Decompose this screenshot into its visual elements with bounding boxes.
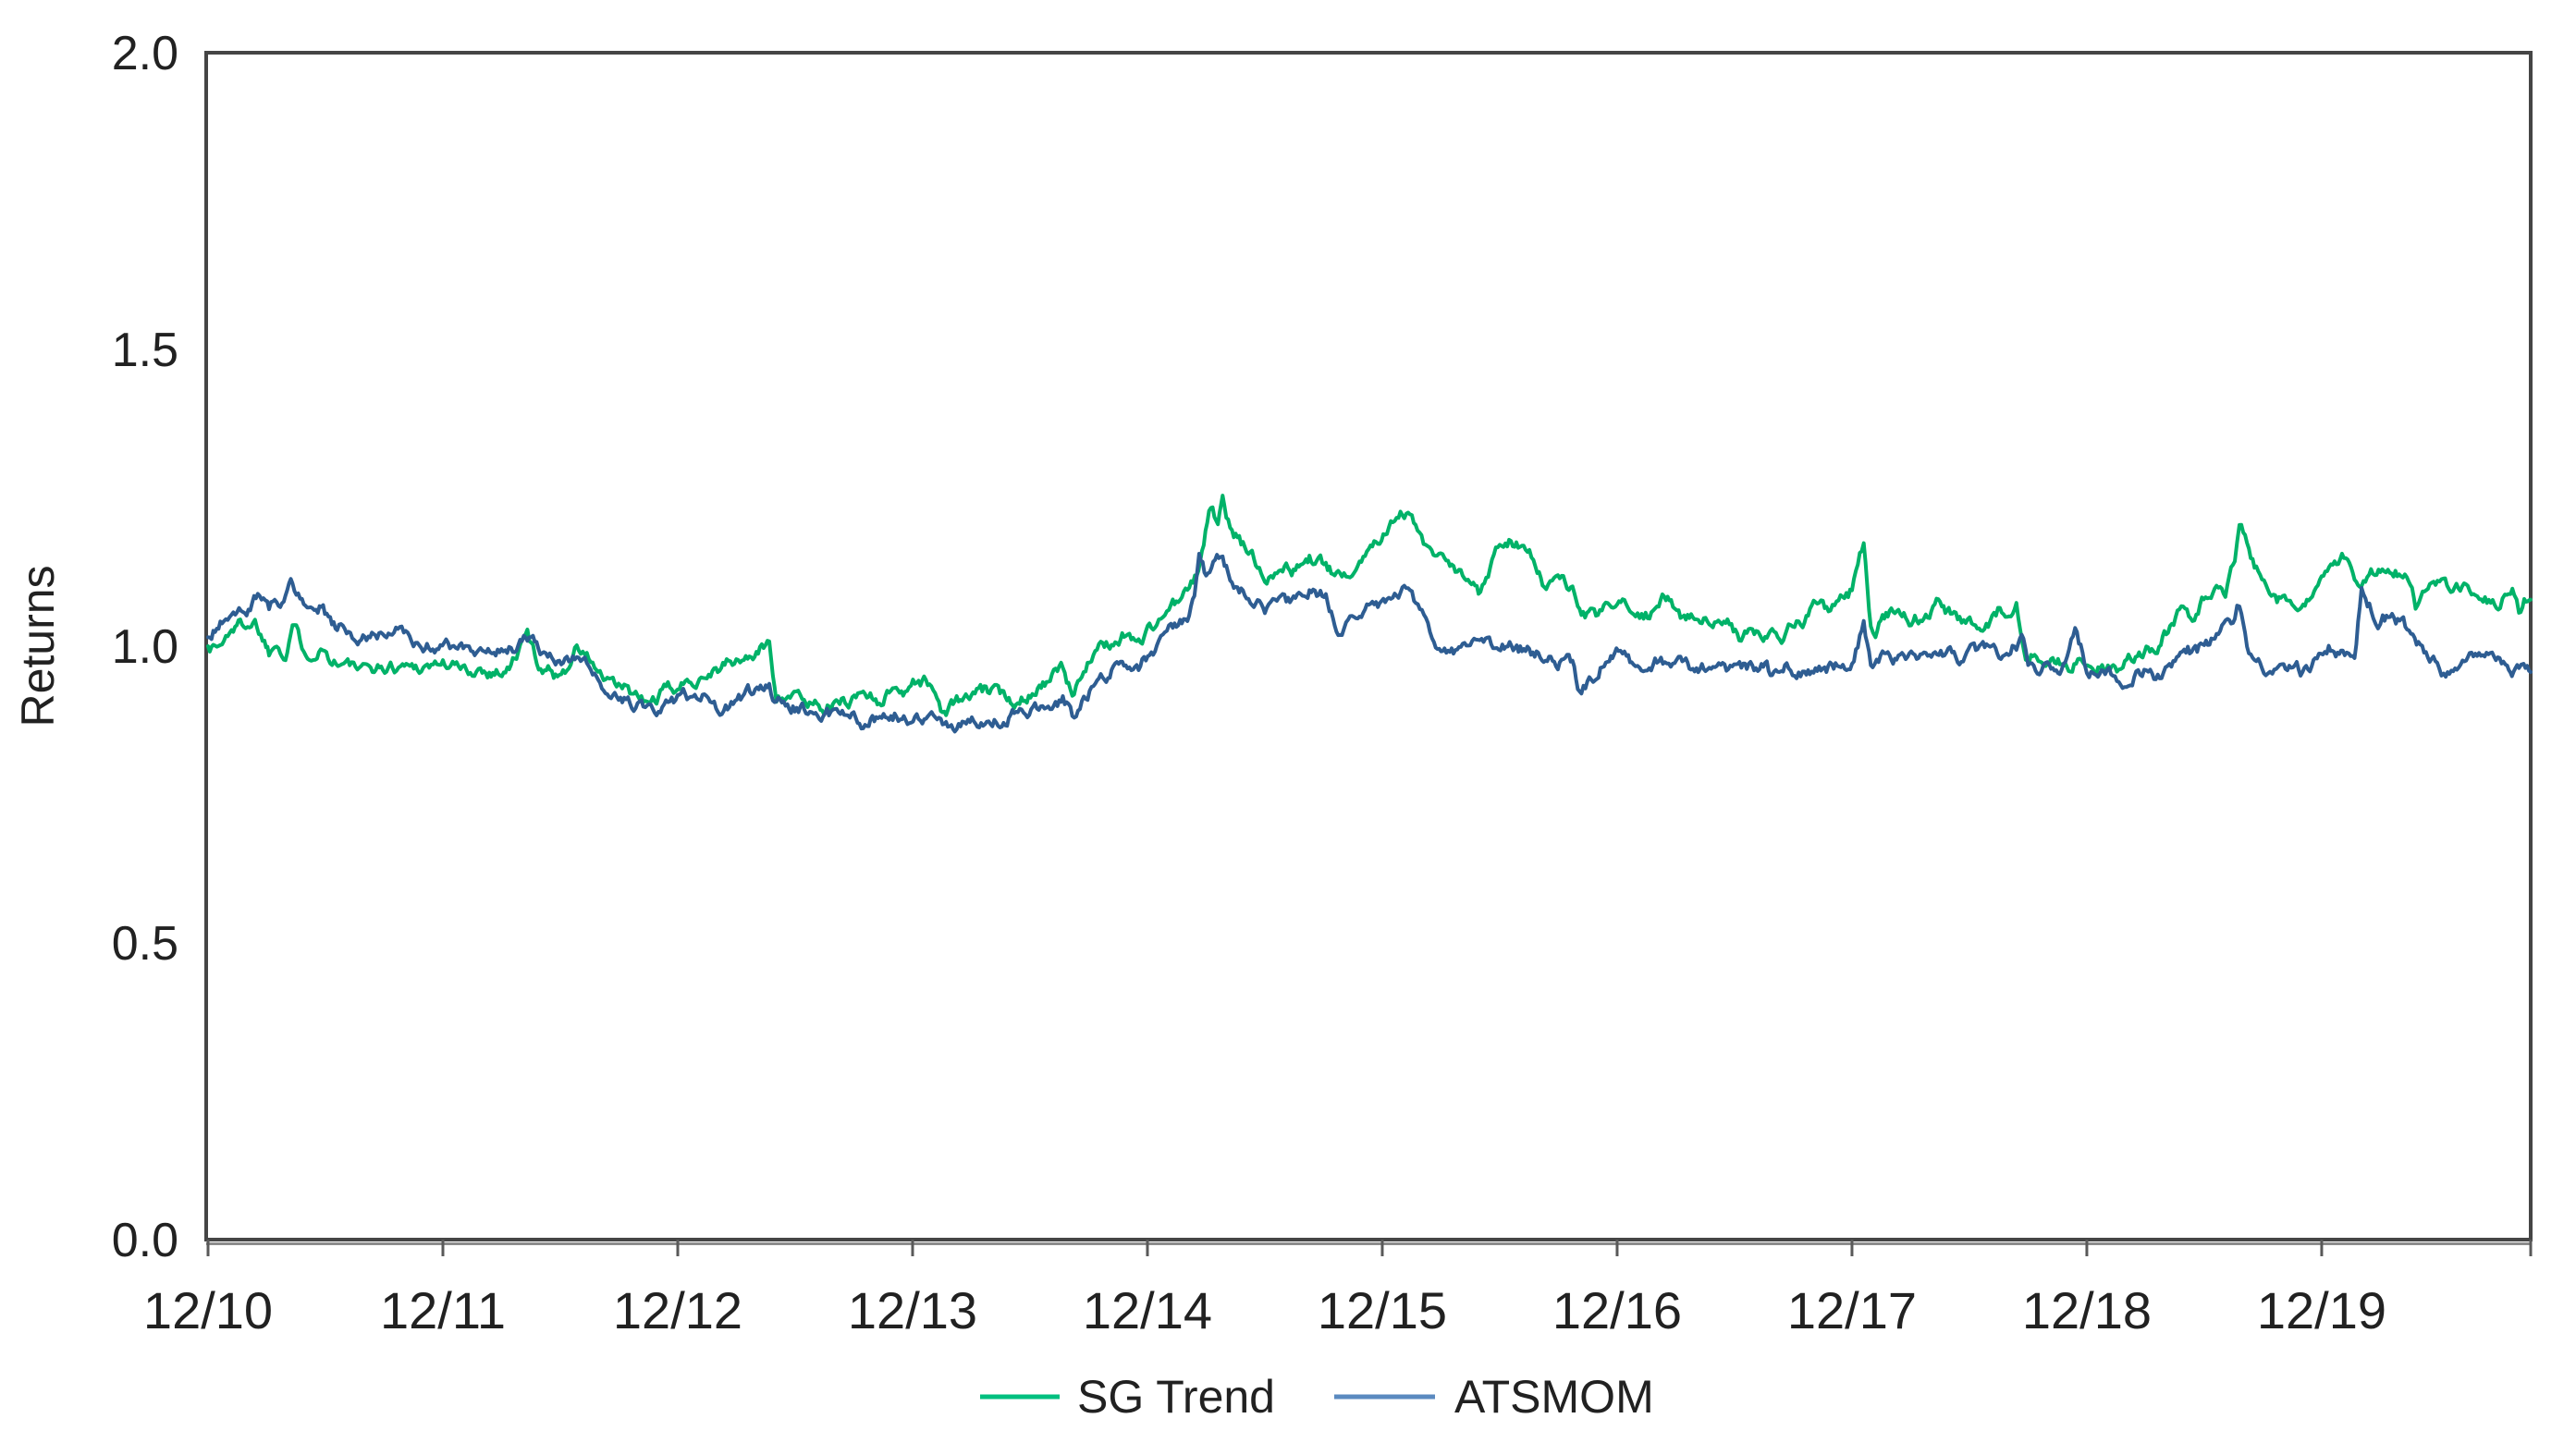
series-line-atsmom xyxy=(206,552,2533,734)
x-tick-label: 12/10 xyxy=(143,1281,273,1339)
legend-label-atsmom[interactable]: ATSMOM xyxy=(1454,1371,1654,1423)
y-axis-title: Returns xyxy=(12,565,64,727)
y-tick-labels: 0.0 0.5 1.0 1.5 2.0 xyxy=(112,27,178,1267)
y-tick-label: 0.0 xyxy=(112,1214,178,1267)
x-tick-label: 12/17 xyxy=(1787,1281,1917,1339)
y-tick-label: 1.0 xyxy=(112,620,178,674)
x-tick-label: 12/14 xyxy=(1083,1281,1212,1339)
x-tick-label: 12/19 xyxy=(2257,1281,2386,1339)
y-tick-label: 1.5 xyxy=(112,324,178,377)
legend-label-sg-trend[interactable]: SG Trend xyxy=(1077,1371,1275,1423)
y-tick-label: 2.0 xyxy=(112,27,178,80)
legend: SG Trend ATSMOM xyxy=(980,1371,1654,1423)
x-tick-label: 12/12 xyxy=(613,1281,742,1339)
x-tick-label: 12/15 xyxy=(1318,1281,1447,1339)
x-tick-labels: 12/10 12/11 12/12 12/13 12/14 12/15 12/16 12/17… xyxy=(143,1281,2386,1339)
y-tick-label: 0.5 xyxy=(112,917,178,971)
plot-border xyxy=(204,51,2533,1241)
x-tick-label: 12/18 xyxy=(2022,1281,2152,1339)
series-lines xyxy=(206,494,2533,734)
axes xyxy=(204,51,2533,1256)
x-tick-label: 12/13 xyxy=(848,1281,977,1339)
series-line-sg-trend xyxy=(206,494,2533,717)
x-tick-label: 12/11 xyxy=(380,1281,506,1339)
x-tick-label: 12/16 xyxy=(1552,1281,1682,1339)
